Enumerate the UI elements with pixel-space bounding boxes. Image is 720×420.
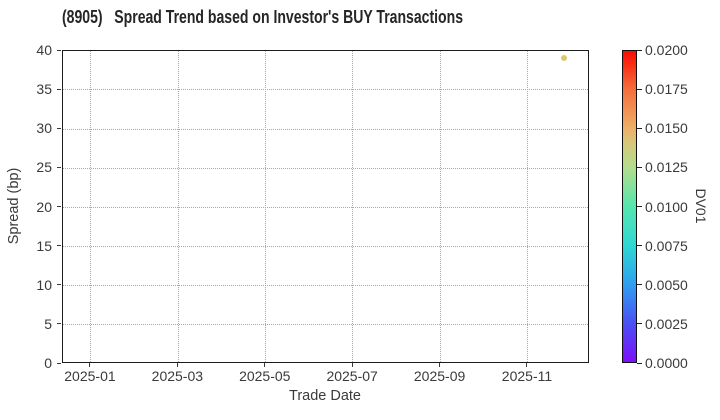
x-tick-label: 2025-07 [326,368,378,384]
colorbar-tick-mark [637,362,642,364]
y-grid-line [63,167,588,169]
y-tick-label: 40 [36,42,52,58]
colorbar-tick-mark [637,323,642,325]
y-grid-line [63,245,588,247]
colorbar-tick-label: 0.0075 [645,237,688,254]
y-grid-line [63,324,588,326]
y-tick-label: 20 [36,198,52,215]
plot-area [62,50,589,363]
y-tick-mark [57,362,61,364]
y-grid-line [63,285,588,287]
y-grid-line [63,206,588,208]
x-tick-label: 2025-01 [64,368,116,384]
colorbar-tick-label: 0.0050 [645,276,688,293]
y-tick-mark [57,284,61,286]
x-tick-label: 2025-11 [501,368,553,384]
y-tick-label: 5 [44,315,52,332]
colorbar-tick-mark [637,127,642,129]
x-tick-mark [264,363,266,367]
colorbar-label: DV01 [693,188,709,224]
x-tick-mark [526,363,528,367]
colorbar-tick-label: 0.0150 [645,120,688,137]
y-tick-mark [57,245,61,247]
colorbar-tick-mark [637,49,642,51]
colorbar-tick-mark [637,166,642,168]
colorbar-tick-mark [637,245,642,247]
colorbar-tick-label: 0.0175 [645,81,688,98]
y-tick-mark [57,323,61,325]
colorbar-tick-label: 0.0125 [645,159,688,176]
x-grid-line [265,51,267,362]
y-tick-label: 15 [36,237,52,254]
colorbar-tick-label: 0.0100 [645,198,688,215]
colorbar-tick-mark [637,88,642,90]
y-tick-label: 25 [36,159,52,176]
y-tick-mark [57,166,61,168]
x-tick-mark [351,363,353,367]
colorbar-tick-label: 0.0000 [645,355,688,371]
y-tick-label: 35 [36,81,52,98]
x-tick-mark [439,363,441,367]
y-grid-line [63,128,588,130]
y-tick-label: 0 [44,355,52,371]
y-tick-label: 30 [36,120,52,137]
x-tick-label: 2025-03 [151,368,204,384]
x-grid-line [439,51,441,362]
colorbar-tick-mark [637,284,642,286]
y-grid-line [63,89,588,91]
y-tick-mark [57,206,61,207]
scatter-point [561,54,568,61]
chart-title: (8905) Spread Trend based on Investor's … [62,7,464,27]
colorbar-tick-label: 0.0200 [645,42,688,58]
x-tick-mark [176,363,178,367]
x-tick-label: 2025-05 [239,368,291,384]
colorbar-tick-label: 0.0025 [645,315,688,332]
x-axis-label: Trade Date [289,388,361,404]
x-grid-line [527,51,529,362]
y-tick-mark [57,88,61,90]
y-tick-mark [57,49,61,51]
x-grid-line [177,51,179,362]
x-tick-label: 2025-09 [413,368,466,384]
colorbar-tick-mark [637,206,642,207]
y-tick-mark [57,127,61,129]
x-tick-mark [89,363,91,367]
y-tick-label: 10 [36,276,52,293]
colorbar [622,50,637,363]
x-grid-line [90,51,92,362]
x-grid-line [352,51,354,362]
